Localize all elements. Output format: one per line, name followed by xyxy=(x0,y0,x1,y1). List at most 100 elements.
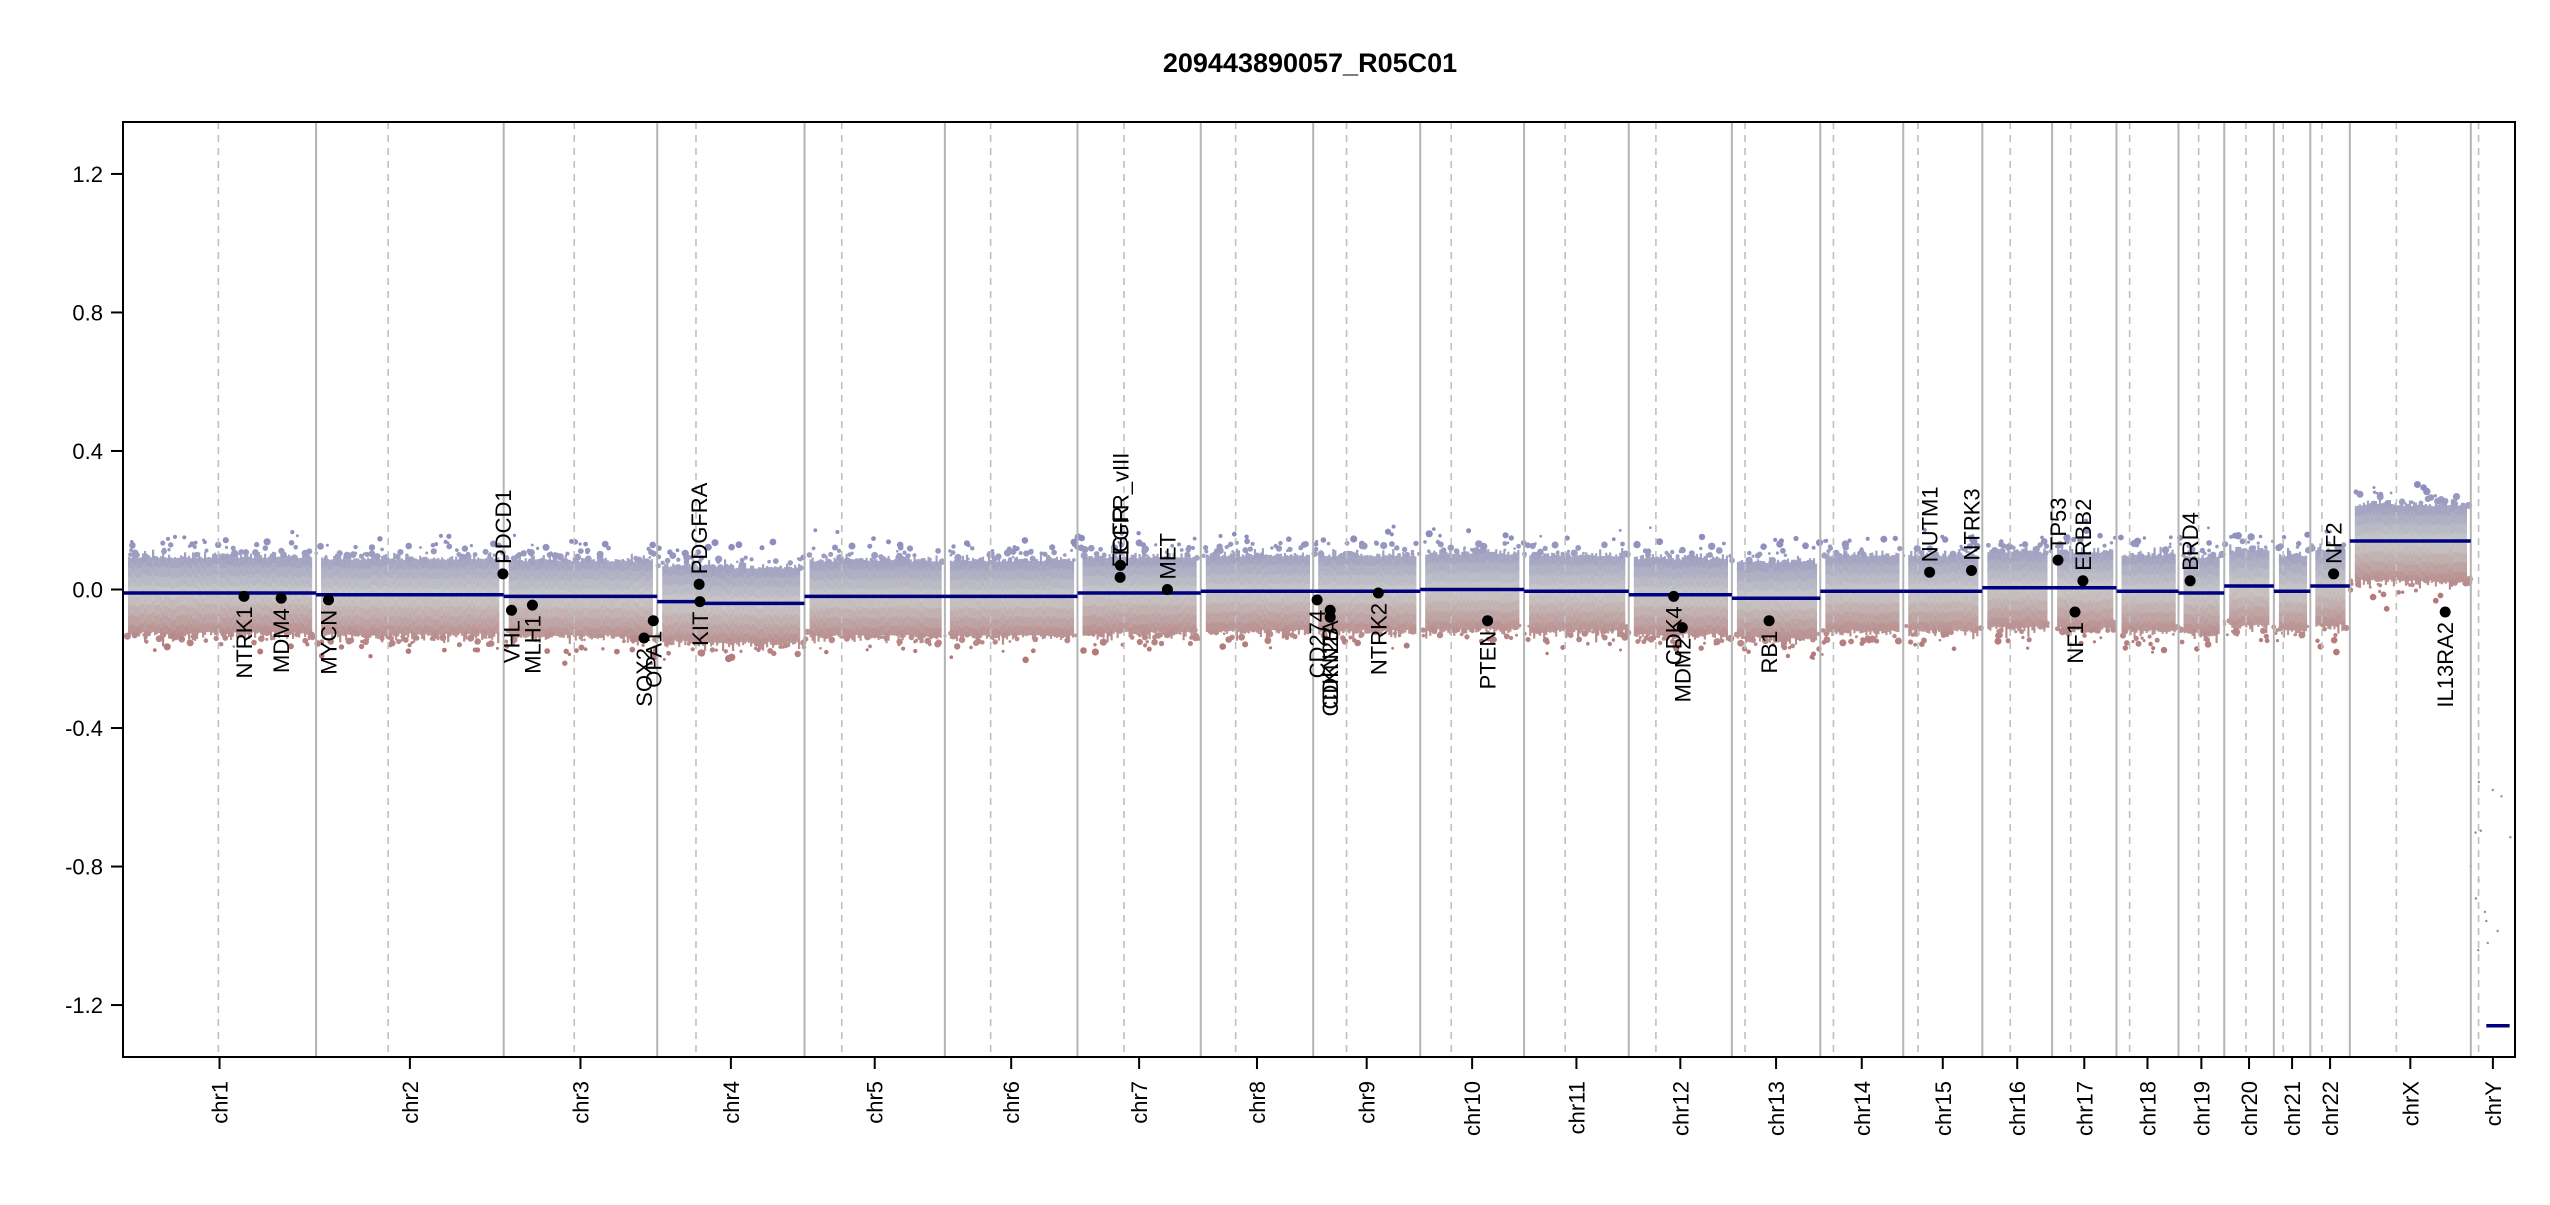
probe-bin xyxy=(238,624,241,635)
probe-bin xyxy=(1001,623,1005,635)
probe-bin xyxy=(510,579,513,590)
probe-bin xyxy=(1152,553,1155,565)
probe-bin xyxy=(228,605,231,617)
probe-bin xyxy=(451,556,454,567)
probe-bin xyxy=(1439,591,1442,602)
probe-bin xyxy=(1136,596,1139,607)
probe-bin xyxy=(1041,609,1045,620)
probe-bin xyxy=(959,617,963,628)
probe-bin xyxy=(829,598,832,609)
probe-bin xyxy=(1146,623,1149,635)
probe-bin xyxy=(421,618,424,629)
probe-bin xyxy=(1257,593,1260,605)
probe-bin xyxy=(907,625,910,636)
probe-bin xyxy=(270,596,273,608)
probe-bin xyxy=(1281,617,1284,629)
probe-bin xyxy=(1140,585,1143,596)
probe-bin xyxy=(584,616,587,627)
probe-bin xyxy=(977,569,981,580)
probe-bin xyxy=(365,599,368,611)
probe-bin xyxy=(1112,566,1115,577)
probe-bin xyxy=(1043,599,1047,610)
probe-bin xyxy=(268,566,271,577)
probe-bin xyxy=(1271,574,1274,584)
probe-bin xyxy=(778,625,781,636)
probe-bin xyxy=(1293,572,1296,583)
probe-bin xyxy=(1429,604,1432,616)
probe-bin xyxy=(1229,553,1232,564)
probe-bin xyxy=(445,578,448,588)
probe-bin xyxy=(640,597,643,608)
probe-bin xyxy=(1277,603,1280,614)
probe-bin xyxy=(546,598,549,609)
probe-bin xyxy=(1255,565,1258,576)
probe-bin xyxy=(853,580,856,591)
probe-bin xyxy=(397,626,400,637)
probe-bin xyxy=(823,581,826,592)
probe-bin xyxy=(1382,620,1385,632)
probe-bin xyxy=(1291,556,1294,566)
probe-bin xyxy=(308,565,311,577)
probe-bin xyxy=(839,579,842,590)
probe-bin xyxy=(134,575,137,586)
probe-bin xyxy=(240,603,243,614)
probe-bin xyxy=(624,561,627,571)
probe-bin xyxy=(678,606,681,617)
probe-bin xyxy=(415,558,418,569)
probe-bin xyxy=(833,577,836,588)
probe-bin xyxy=(363,577,366,589)
probe-bin xyxy=(1130,606,1133,618)
probe-bin xyxy=(760,587,763,599)
probe-bin xyxy=(1144,576,1147,587)
probe-bin xyxy=(341,568,344,579)
probe-bin xyxy=(1346,555,1349,566)
probe-bin xyxy=(1398,613,1401,624)
probe-bin xyxy=(1221,611,1224,622)
probe-bin xyxy=(1146,584,1149,595)
probe-bin xyxy=(778,606,781,617)
probe-bin xyxy=(815,616,818,627)
probe-bin xyxy=(610,580,613,591)
probe-bin xyxy=(1427,611,1430,622)
probe-bin xyxy=(1410,620,1413,630)
probe-bin xyxy=(192,596,195,608)
probe-bin xyxy=(1174,566,1177,577)
probe-bin xyxy=(949,619,953,630)
probe-bin xyxy=(1273,564,1276,575)
probe-bin xyxy=(395,559,398,571)
probe-bin xyxy=(1366,623,1369,634)
probe-bin xyxy=(1374,574,1377,585)
probe-bin xyxy=(1362,592,1365,603)
probe-bin xyxy=(809,569,812,580)
probe-bin xyxy=(512,569,515,581)
probe-bin xyxy=(435,598,438,610)
probe-bin xyxy=(981,576,985,587)
probe-bin xyxy=(564,624,567,636)
probe-bin xyxy=(310,618,313,629)
probe-bin xyxy=(1134,573,1137,584)
probe-bin xyxy=(341,587,344,598)
probe-bin xyxy=(425,614,428,625)
probe-bin xyxy=(1007,626,1011,637)
probe-bin xyxy=(720,614,723,625)
probe-bin xyxy=(534,580,537,591)
probe-bin xyxy=(823,621,826,632)
probe-bin xyxy=(1332,549,1335,560)
probe-bin xyxy=(734,614,737,625)
probe-bin xyxy=(516,559,519,570)
probe-bin xyxy=(1148,566,1151,578)
probe-bin xyxy=(1168,573,1171,584)
probe-bin xyxy=(1031,571,1035,582)
probe-bin xyxy=(387,566,390,578)
probe-bin xyxy=(1275,602,1278,614)
probe-bin xyxy=(1287,555,1290,567)
probe-bin xyxy=(967,607,971,618)
probe-bin xyxy=(794,614,797,625)
probe-bin xyxy=(292,628,295,639)
probe-bin xyxy=(1342,594,1345,605)
probe-bin xyxy=(632,570,635,581)
probe-bin xyxy=(618,616,621,627)
probe-bin xyxy=(443,559,446,571)
probe-bin xyxy=(1348,623,1351,634)
probe-bin xyxy=(1106,621,1109,632)
